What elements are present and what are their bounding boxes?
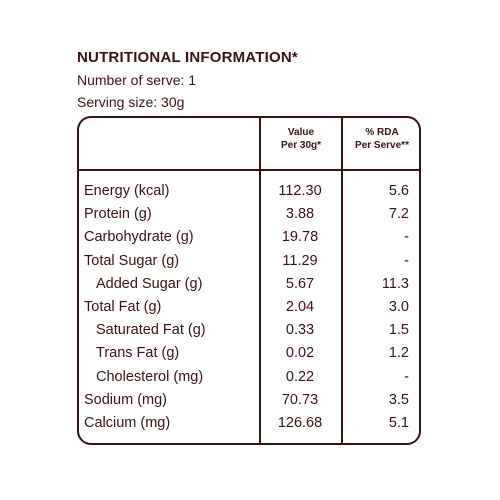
- rda-header-line2: Per Serve**: [355, 140, 409, 151]
- table-row: Carbohydrate (g) 19.78 -: [79, 226, 419, 249]
- nutrient-name: Energy (kcal): [84, 183, 170, 199]
- nutrient-value: 70.73: [281, 391, 319, 408]
- table-row: Energy (kcal) 112.30 5.6: [79, 180, 419, 203]
- table-row: Total Sugar (g) 11.29 -: [79, 250, 419, 273]
- nutrient-rda: 11.3: [381, 275, 409, 292]
- nutrient-rda: 1.5: [388, 322, 409, 339]
- nutrient-value: 0.02: [285, 345, 315, 362]
- nutrient-value: 11.29: [282, 252, 318, 269]
- table-row: Cholesterol (mg) 0.22 -: [79, 366, 419, 389]
- nutrient-value: 126.68: [277, 414, 323, 431]
- nutrient-value: 0.22: [285, 368, 315, 385]
- nutrient-name: Calcium (mg): [84, 414, 171, 431]
- nutrient-name: Carbohydrate (g): [84, 229, 194, 246]
- nutrition-table: Value Per 30g* % RDA Per Serve** Energy …: [77, 116, 421, 445]
- nutrient-rda: -: [404, 252, 409, 269]
- column-divider: [259, 118, 261, 443]
- nutrient-rows: Energy (kcal) 112.30 5.6 Protein (g) 3.88 7.2…: [79, 180, 419, 435]
- nutrient-name: Added Sugar (g): [96, 275, 203, 292]
- nutrient-value: 2.04: [285, 298, 315, 315]
- nutrient-name: Sodium (mg): [84, 391, 167, 408]
- page-title: NUTRITIONAL INFORMATION*: [77, 49, 298, 66]
- nutrient-name: Total Fat (g): [84, 298, 162, 315]
- nutrient-name: Total Sugar (g): [84, 252, 180, 269]
- rda-column-header: % RDA Per Serve**: [343, 126, 421, 152]
- table-row: Protein (g) 3.88 7.2: [79, 203, 419, 226]
- nutrient-rda: 3.0: [388, 298, 409, 315]
- nutrient-name: Trans Fat (g): [96, 345, 180, 362]
- nutrient-rda: 1.2: [388, 345, 409, 362]
- table-row: Total Fat (g) 2.04 3.0: [79, 296, 419, 319]
- value-header-line1: Value: [287, 127, 315, 138]
- nutrient-rda: 5.1: [388, 414, 409, 431]
- nutrient-name: Saturated Fat (g): [96, 322, 206, 339]
- nutrient-value: 112.30: [278, 183, 322, 199]
- nutrient-rda: 5.6: [388, 183, 409, 199]
- table-row: Sodium (mg) 70.73 3.5: [79, 389, 419, 412]
- nutrient-name: Protein (g): [84, 206, 152, 223]
- nutrient-rda: -: [404, 229, 409, 246]
- table-row: Calcium (mg) 126.68 5.1: [79, 412, 419, 435]
- table-row: Saturated Fat (g) 0.33 1.5: [79, 319, 419, 342]
- serving-size: Serving size: 30g: [77, 94, 185, 110]
- nutrient-rda: 3.5: [388, 391, 409, 408]
- nutrient-value: 19.78: [281, 229, 319, 246]
- value-header-line2: Per 30g*: [280, 140, 322, 151]
- nutrient-value: 3.88: [285, 206, 315, 223]
- column-divider: [341, 118, 343, 443]
- nutrient-rda: 7.2: [388, 206, 409, 223]
- nutrient-name: Cholesterol (mg): [96, 368, 204, 385]
- header-divider: [79, 169, 419, 171]
- nutrient-rda: -: [404, 368, 409, 385]
- number-of-serve: Number of serve: 1: [77, 72, 197, 88]
- table-row: Trans Fat (g) 0.02 1.2: [79, 342, 419, 365]
- table-row: Added Sugar (g) 5.67 11.3: [79, 273, 419, 296]
- rda-header-line1: % RDA: [365, 127, 399, 138]
- value-column-header: Value Per 30g*: [261, 126, 341, 152]
- nutrient-value: 0.33: [285, 322, 315, 339]
- nutrient-value: 5.67: [285, 275, 315, 292]
